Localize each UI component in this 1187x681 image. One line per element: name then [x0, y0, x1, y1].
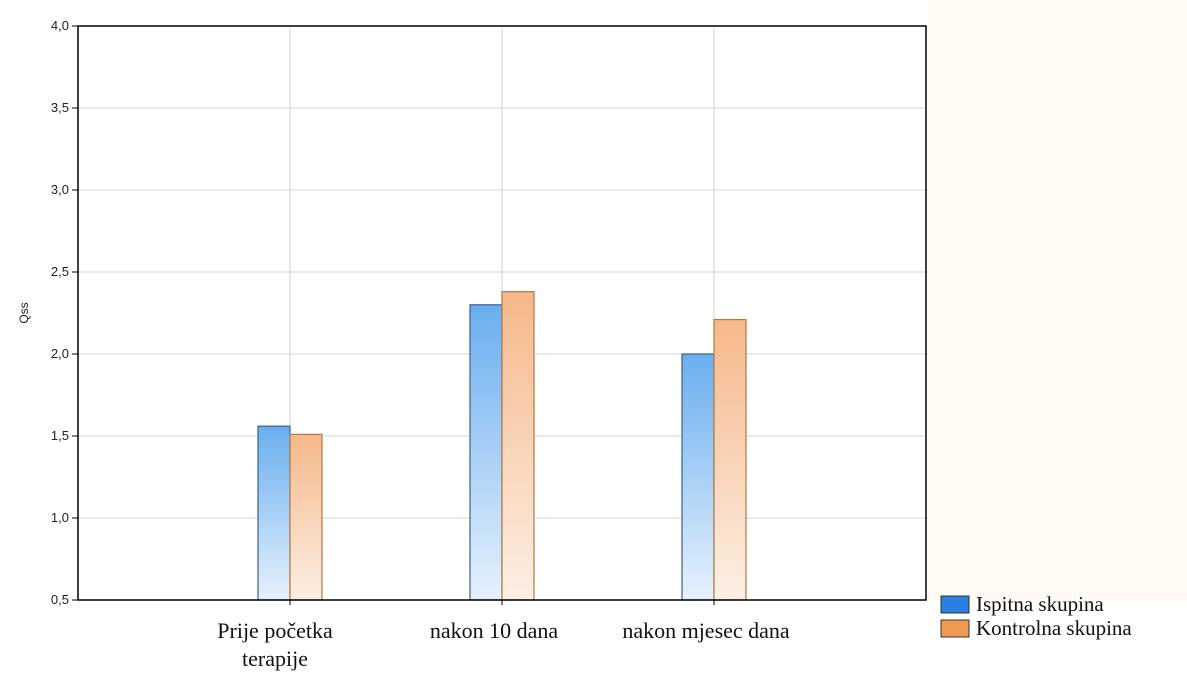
x-category-label: terapije — [242, 646, 308, 671]
bar-kontrolna-0 — [289, 433, 323, 601]
y-axis-title: Qss — [17, 302, 31, 323]
y-tick-label: 2,0 — [51, 346, 69, 361]
legend-swatch — [940, 619, 970, 638]
category-labels: Prije početka terapije nakon 10 dana nakon … — [217, 600, 790, 671]
bar-ispitna-0 — [257, 425, 291, 601]
y-tick-label: 3,0 — [51, 182, 69, 197]
y-tick-label: 0,5 — [51, 592, 69, 607]
x-category-label: nakon mjesec dana — [622, 618, 790, 643]
bar-ispitna-1 — [469, 304, 503, 601]
y-tick-label: 1,5 — [51, 428, 69, 443]
y-tick-label: 2,5 — [51, 264, 69, 279]
background-panel — [928, 0, 1187, 600]
legend-swatch — [940, 595, 970, 614]
legend-label: Kontrolna skupina — [976, 616, 1132, 640]
y-tick-label: 3,5 — [51, 100, 69, 115]
x-category-label: Prije početka — [217, 618, 333, 643]
legend-label: Ispitna skupina — [976, 592, 1104, 616]
y-tick-label: 1,0 — [51, 510, 69, 525]
bar-kontrolna-2 — [713, 318, 747, 601]
bar-kontrolna-1 — [501, 291, 535, 601]
y-axis-ticks: 0,5 1,0 1,5 2,0 2,5 3,0 3,5 4,0 — [51, 18, 78, 607]
bar-ispitna-2 — [681, 353, 715, 601]
x-category-label: nakon 10 dana — [430, 618, 559, 643]
bars — [257, 291, 747, 601]
y-tick-label: 4,0 — [51, 18, 69, 33]
